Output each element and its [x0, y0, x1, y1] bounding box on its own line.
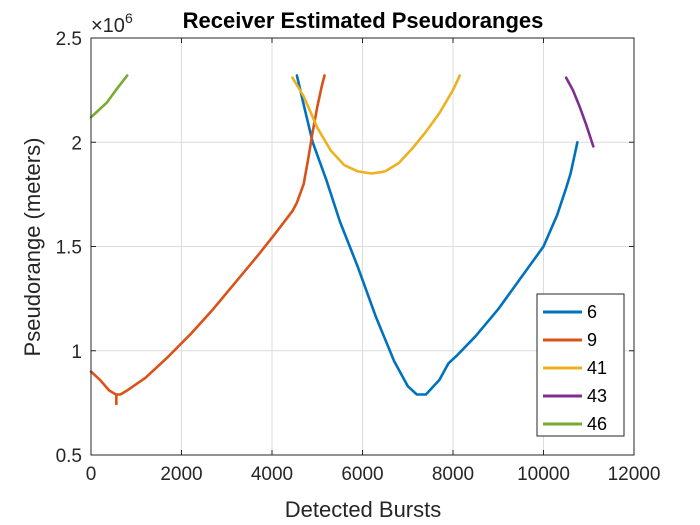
legend-label-43: 43: [587, 386, 607, 406]
x-tick-label: 4000: [251, 464, 293, 485]
x-tick-label: 2000: [160, 464, 202, 485]
y-multiplier: ×106: [91, 10, 133, 37]
y-tick-label: 2: [71, 133, 82, 154]
series-line-6: [295, 74, 579, 396]
series-layer: [89, 74, 595, 405]
x-tick-label: 6000: [341, 464, 383, 485]
series-line-46: [89, 74, 129, 119]
y-tick-label: 2.5: [56, 29, 82, 50]
x-axis-label: Detected Bursts: [285, 497, 442, 522]
chart-title: Receiver Estimated Pseudoranges: [183, 8, 544, 33]
x-tick-label: 0: [86, 464, 97, 485]
axis-ticks: [90, 37, 635, 456]
y-tick-label: 1: [71, 342, 82, 363]
y-axis-label: Pseudorange (meters): [20, 138, 45, 357]
series-line-9: [89, 74, 326, 396]
legend-label-6: 6: [587, 302, 597, 322]
y-tick-label: 1.5: [56, 238, 82, 259]
legend-label-46: 46: [587, 414, 607, 434]
series-line-41: [291, 74, 462, 175]
legend-label-41: 41: [587, 358, 607, 378]
legend: 6 9 41 43 46: [536, 293, 625, 437]
x-tick-label: 12000: [608, 464, 661, 485]
series-line-43: [564, 76, 595, 148]
x-tick-label: 8000: [432, 464, 474, 485]
y-tick-label: 0.5: [56, 446, 82, 467]
tick-labels: 0 2000 4000 6000 8000 10000 12000 0.5 1 1.5 2 2.5: [56, 29, 661, 485]
legend-label-9: 9: [587, 330, 597, 350]
x-tick-label: 10000: [517, 464, 570, 485]
legend-box: [536, 293, 625, 437]
